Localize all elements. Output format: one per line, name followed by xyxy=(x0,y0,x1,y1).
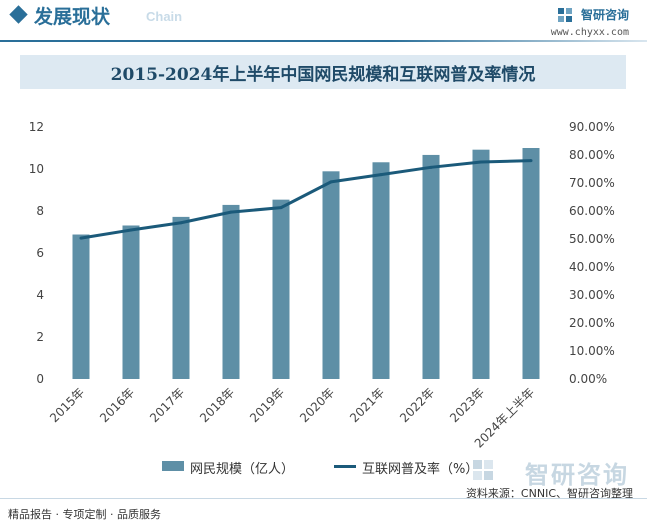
x-tick-label: 2023年 xyxy=(447,385,487,425)
line-point xyxy=(229,210,233,214)
y-right-tick-label: 80.00% xyxy=(569,148,615,162)
brand-url[interactable]: www.chyxx.com xyxy=(550,27,629,38)
bar xyxy=(422,154,440,379)
source-note: 资料来源：CNNIC、智研咨询整理 xyxy=(465,487,633,500)
bar xyxy=(372,162,390,379)
y-right-tick-label: 40.00% xyxy=(569,260,615,274)
line-point xyxy=(429,165,433,169)
y-right-tick-label: 30.00% xyxy=(569,288,615,302)
line-point xyxy=(379,173,383,177)
x-tick-label: 2022年 xyxy=(397,385,437,425)
y-right-tick-label: 10.00% xyxy=(569,344,615,358)
x-tick-label: 2017年 xyxy=(147,385,187,425)
line-point xyxy=(129,228,133,232)
x-tick-label: 2021年 xyxy=(347,385,387,425)
y-right-tick-label: 20.00% xyxy=(569,316,615,330)
chart-title-band: 2015-2024年上半年中国网民规模和互联网普及率情况 xyxy=(20,55,626,89)
y-left-axis: 0 2 4 6 8 10 12 xyxy=(29,120,44,386)
bar xyxy=(522,148,540,379)
bar-series xyxy=(72,148,540,379)
section-subtitle: Chain xyxy=(146,9,183,24)
y-left-tick-label: 6 xyxy=(36,246,44,260)
bar xyxy=(72,234,90,379)
watermark-logo-icon xyxy=(473,460,493,480)
line-point xyxy=(479,160,483,164)
footer-tagline: 精品报告 · 专项定制 · 品质服务 xyxy=(8,508,161,521)
legend-swatch-bar xyxy=(162,461,184,471)
x-tick-label: 2018年 xyxy=(197,385,237,425)
bar xyxy=(222,204,240,379)
bar xyxy=(322,171,340,379)
legend-label-bar: 网民规模（亿人） xyxy=(190,462,295,477)
y-right-axis: 0.00% 10.00% 20.00% 30.00% 40.00% 50.00% 60.00… xyxy=(569,120,615,386)
brand-name: 智研咨询 xyxy=(580,8,629,22)
chart-title: 2015-2024年上半年中国网民规模和互联网普及率情况 xyxy=(110,64,536,85)
bar xyxy=(172,216,190,379)
brand-logo-icon xyxy=(557,7,572,22)
x-tick-label: 2019年 xyxy=(247,385,287,425)
y-left-tick-label: 10 xyxy=(29,162,44,176)
bar xyxy=(272,199,290,379)
bar xyxy=(122,225,140,379)
line-series xyxy=(79,159,533,240)
series-line xyxy=(80,159,532,240)
line-point xyxy=(179,221,183,225)
legend-label-line: 互联网普及率（%） xyxy=(362,462,479,477)
header: 发展现状 Chain 智研咨询 www.chyxx.com xyxy=(0,0,647,38)
x-axis: 2015年 2016年 2017年 2018年 2019年 2020年 2021年 2022年… xyxy=(47,385,537,450)
line-point xyxy=(79,236,83,240)
y-right-tick-label: 90.00% xyxy=(569,120,615,134)
y-right-tick-label: 60.00% xyxy=(569,204,615,218)
x-tick-label: 2020年 xyxy=(297,385,337,425)
line-point xyxy=(529,159,533,163)
x-tick-label: 2016年 xyxy=(97,385,137,425)
x-tick-label: 2015年 xyxy=(47,385,87,425)
y-left-tick-label: 0 xyxy=(36,372,44,386)
y-left-tick-label: 4 xyxy=(36,288,44,302)
y-right-tick-label: 70.00% xyxy=(569,176,615,190)
y-right-tick-label: 0.00% xyxy=(569,372,607,386)
y-right-tick-label: 50.00% xyxy=(569,232,615,246)
y-left-tick-label: 12 xyxy=(29,120,44,134)
line-point xyxy=(329,180,333,184)
watermark: 智研咨询 xyxy=(525,461,629,489)
header-divider xyxy=(0,40,647,42)
bar xyxy=(472,149,490,379)
y-left-tick-label: 8 xyxy=(36,204,44,218)
legend-swatch-line xyxy=(334,465,356,468)
line-point xyxy=(279,206,283,210)
brand[interactable]: 智研咨询 www.chyxx.com xyxy=(551,4,629,38)
footer-divider xyxy=(0,498,647,499)
section-title: 发展现状 xyxy=(34,6,111,28)
y-left-tick-label: 2 xyxy=(36,330,44,344)
